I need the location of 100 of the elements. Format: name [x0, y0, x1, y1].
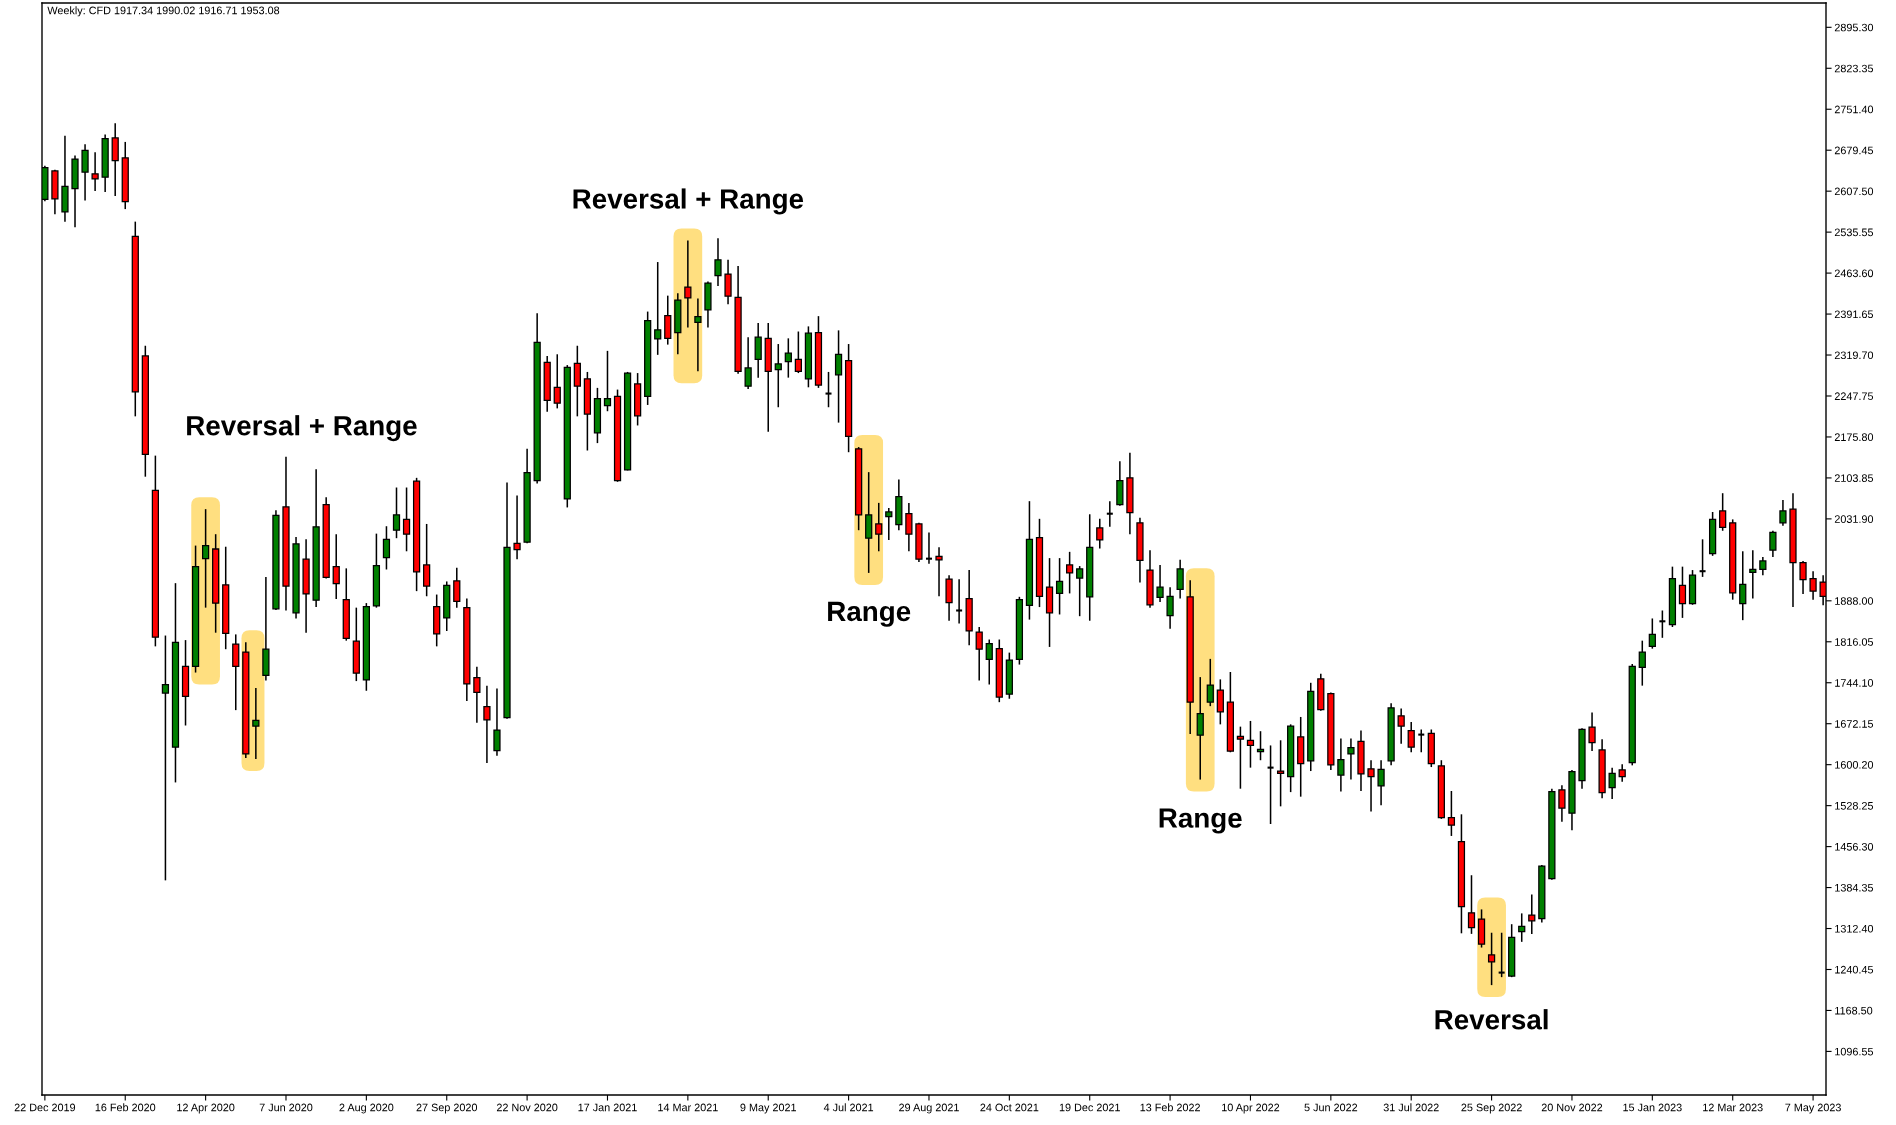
candlestick [1266, 744, 1275, 825]
x-tick-label: 9 May 2021 [740, 1103, 797, 1114]
x-tick-label: 29 Aug 2021 [899, 1103, 959, 1114]
candlestick [252, 687, 260, 760]
candlestick [885, 507, 893, 541]
candlestick [1196, 676, 1204, 781]
candlestick [1739, 550, 1747, 621]
candlestick [774, 343, 782, 408]
x-tick-label: 31 Jul 2022 [1383, 1103, 1439, 1112]
candlestick [1648, 617, 1656, 650]
y-tick-label: 1240.45 [1835, 965, 1874, 974]
candlestick [664, 294, 672, 346]
x-tick-label: 5 Jun 2022 [1304, 1103, 1358, 1112]
y-tick-label: 2823.35 [1834, 64, 1874, 73]
candlestick [1055, 557, 1064, 616]
candlestick [1467, 874, 1476, 935]
candlestick [553, 353, 561, 410]
band-label: Reversal + Range [573, 188, 804, 215]
candlestick [724, 259, 732, 305]
candlestick [1076, 565, 1084, 617]
x-tick-label: 2 Aug 2020 [339, 1103, 394, 1114]
y-tick-label: 2895.30 [1834, 23, 1874, 32]
y-tick-label: 2679.45 [1834, 146, 1874, 155]
x-tick-label: 14 Mar 2021 [658, 1103, 718, 1112]
candlestick [744, 336, 752, 390]
candlestick [654, 261, 662, 356]
candlestick [905, 502, 913, 553]
x-tick-label: 22 Dec 2019 [14, 1103, 76, 1112]
y-tick-label: 2103.85 [1834, 474, 1874, 482]
candlestick [201, 508, 210, 609]
candlestick [1719, 492, 1727, 532]
y-tick-label: 2535.55 [1834, 228, 1874, 237]
y-tick-label: 2319.70 [1834, 351, 1874, 360]
candlestick [1066, 551, 1074, 595]
candlestick [1698, 538, 1707, 578]
x-tick-label: 7 Jun 2020 [259, 1103, 313, 1112]
candlestick [1759, 556, 1767, 576]
candlestick [1447, 790, 1456, 837]
candlestick [784, 337, 792, 379]
candlestick [754, 322, 762, 379]
y-tick-label: 2607.50 [1834, 187, 1874, 196]
candlestick [1166, 586, 1174, 630]
y-tick-label: 1384.35 [1835, 883, 1874, 892]
x-tick-label: 20 Nov 2022 [1541, 1103, 1603, 1112]
y-tick-label: 1456.30 [1835, 842, 1874, 851]
candlestick [1246, 720, 1255, 769]
x-tick-label: 16 Feb 2020 [95, 1103, 156, 1112]
candlestick [824, 371, 833, 408]
candlestick [1528, 893, 1536, 935]
candlestick [1337, 737, 1345, 793]
candlestick [1749, 549, 1757, 600]
candlestick [1116, 460, 1124, 507]
candlestick [1558, 784, 1566, 823]
candlestick [161, 634, 170, 882]
x-tick-label: 12 Mar 2023 [1703, 1103, 1763, 1112]
candlestick [1769, 530, 1777, 558]
candlestick [945, 574, 953, 622]
candlestick [1779, 499, 1787, 527]
candlestick [975, 626, 983, 682]
chart-title: Weekly: CFD 1917.34 1990.02 1916.71 1953.08 [47, 6, 280, 17]
x-tick-label: 17 Jan 2021 [578, 1103, 637, 1112]
candlestick [1176, 559, 1184, 600]
candlestick [111, 122, 119, 197]
candlestick [423, 523, 431, 598]
candlestick [1799, 560, 1807, 595]
y-tick-label: 1888.00 [1835, 597, 1874, 605]
candlestick [1105, 500, 1114, 528]
candlestick [1347, 737, 1355, 781]
band-label: Range [1159, 808, 1242, 834]
candlestick [603, 350, 612, 412]
candlestick [694, 297, 702, 373]
candlestick [1518, 912, 1526, 943]
candlestick [1809, 570, 1817, 601]
candlestick [91, 151, 99, 192]
y-tick-label: 1672.15 [1835, 720, 1874, 728]
candlestick [834, 329, 843, 424]
band-label: Range [828, 601, 911, 627]
candlestick [1377, 759, 1385, 806]
candlestick [332, 533, 340, 600]
candlestick [1497, 931, 1506, 978]
x-tick-label: 7 May 2023 [1785, 1103, 1841, 1114]
band-label: Reversal + Range [187, 415, 417, 442]
y-tick-label: 1744.10 [1835, 679, 1874, 687]
y-tick-label: 1168.50 [1835, 1006, 1873, 1015]
candlestick [232, 633, 240, 711]
candlestick [1658, 609, 1667, 639]
candlestick [865, 471, 873, 574]
y-tick-label: 2391.65 [1834, 310, 1874, 319]
candlestick [1678, 565, 1687, 619]
y-tick-label: 2463.60 [1834, 269, 1874, 278]
x-tick-label: 25 Sep 2022 [1461, 1103, 1522, 1114]
candlestick [1206, 658, 1214, 707]
candlestick [493, 687, 501, 757]
x-tick-label: 22 Nov 2020 [496, 1103, 558, 1112]
candlestick [1216, 678, 1224, 726]
candlestick [875, 502, 883, 553]
x-tick-label: 15 Jan 2023 [1623, 1103, 1682, 1112]
candlestick [794, 330, 802, 374]
candlestick [1417, 728, 1426, 754]
candlestick [1588, 711, 1596, 752]
